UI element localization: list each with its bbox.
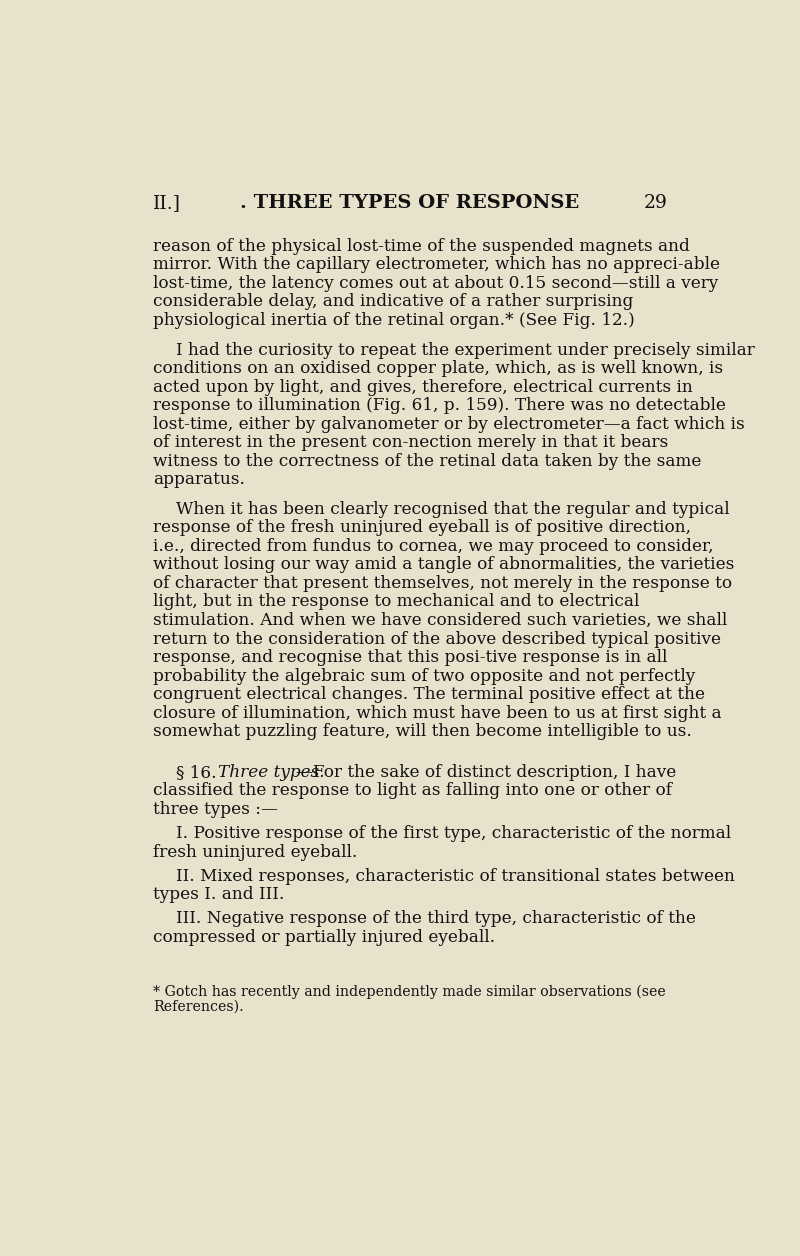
Text: acted upon by light, and gives, therefore, electrical currents in: acted upon by light, and gives, therefor… [153,378,693,396]
Text: lost-time, either by galvanometer or by electrometer—a fact which is: lost-time, either by galvanometer or by … [153,416,745,432]
Text: light, but in the response to mechanical and to electrical: light, but in the response to mechanical… [153,594,639,610]
Text: —For the sake of distinct description, I have: —For the sake of distinct description, I… [297,764,677,781]
Text: . THREE TYPES OF RESPONSE: . THREE TYPES OF RESPONSE [240,195,580,212]
Text: response of the fresh uninjured eyeball is of positive direction,: response of the fresh uninjured eyeball … [153,520,690,536]
Text: I had the curiosity to repeat the experiment under precisely similar: I had the curiosity to repeat the experi… [176,342,755,358]
Text: response, and recognise that this posi-tive response is in all: response, and recognise that this posi-t… [153,649,667,666]
Text: return to the consideration of the above described typical positive: return to the consideration of the above… [153,631,721,648]
Text: witness to the correctness of the retinal data taken by the same: witness to the correctness of the retina… [153,452,701,470]
Text: three types :—: three types :— [153,801,278,818]
Text: When it has been clearly recognised that the regular and typical: When it has been clearly recognised that… [176,501,730,517]
Text: somewhat puzzling feature, will then become intelligible to us.: somewhat puzzling feature, will then bec… [153,723,691,740]
Text: stimulation. And when we have considered such varieties, we shall: stimulation. And when we have considered… [153,612,727,629]
Text: II. Mixed responses, characteristic of transitional states between: II. Mixed responses, characteristic of t… [176,868,735,884]
Text: reason of the physical lost-time of the suspended magnets and: reason of the physical lost-time of the … [153,237,690,255]
Text: without losing our way amid a tangle of abnormalities, the varieties: without losing our way amid a tangle of … [153,556,734,574]
Text: fresh uninjured eyeball.: fresh uninjured eyeball. [153,844,357,860]
Text: * Gotch has recently and independently made similar observations (see: * Gotch has recently and independently m… [153,985,666,999]
Text: considerable delay, and indicative of a rather surprising: considerable delay, and indicative of a … [153,294,633,310]
Text: References).: References). [153,1000,243,1014]
Text: of interest in the present con-nection merely in that it bears: of interest in the present con-nection m… [153,435,668,451]
Text: compressed or partially injured eyeball.: compressed or partially injured eyeball. [153,929,495,946]
Text: closure of illumination, which must have been to us at first sight a: closure of illumination, which must have… [153,705,722,722]
Text: I. Positive response of the first type, characteristic of the normal: I. Positive response of the first type, … [176,825,731,842]
Text: conditions on an oxidised copper plate, which, as is well known, is: conditions on an oxidised copper plate, … [153,360,723,377]
Text: III. Negative response of the third type, characteristic of the: III. Negative response of the third type… [176,911,696,927]
Text: Three types.: Three types. [218,764,324,781]
Text: response to illumination (Fig. 61, p. 159). There was no detectable: response to illumination (Fig. 61, p. 15… [153,397,726,414]
Text: congruent electrical changes. The terminal positive effect at the: congruent electrical changes. The termin… [153,686,705,703]
Text: mirror. With the capillary electrometer, which has no appreci-able: mirror. With the capillary electrometer,… [153,256,720,274]
Text: i.e., directed from fundus to cornea, we may proceed to consider,: i.e., directed from fundus to cornea, we… [153,538,714,555]
Text: of character that present themselves, not merely in the response to: of character that present themselves, no… [153,575,732,592]
Text: types I. and III.: types I. and III. [153,887,284,903]
Text: apparatus.: apparatus. [153,471,245,489]
Text: § 16.: § 16. [176,764,222,781]
Text: 29: 29 [643,195,667,212]
Text: probability the algebraic sum of two opposite and not perfectly: probability the algebraic sum of two opp… [153,668,695,685]
Text: classified the response to light as falling into one or other of: classified the response to light as fall… [153,782,672,800]
Text: lost-time, the latency comes out at about 0.15 second—still a very: lost-time, the latency comes out at abou… [153,275,718,291]
Text: physiological inertia of the retinal organ.* (See Fig. 12.): physiological inertia of the retinal org… [153,311,634,329]
Text: II.]: II.] [153,195,181,212]
